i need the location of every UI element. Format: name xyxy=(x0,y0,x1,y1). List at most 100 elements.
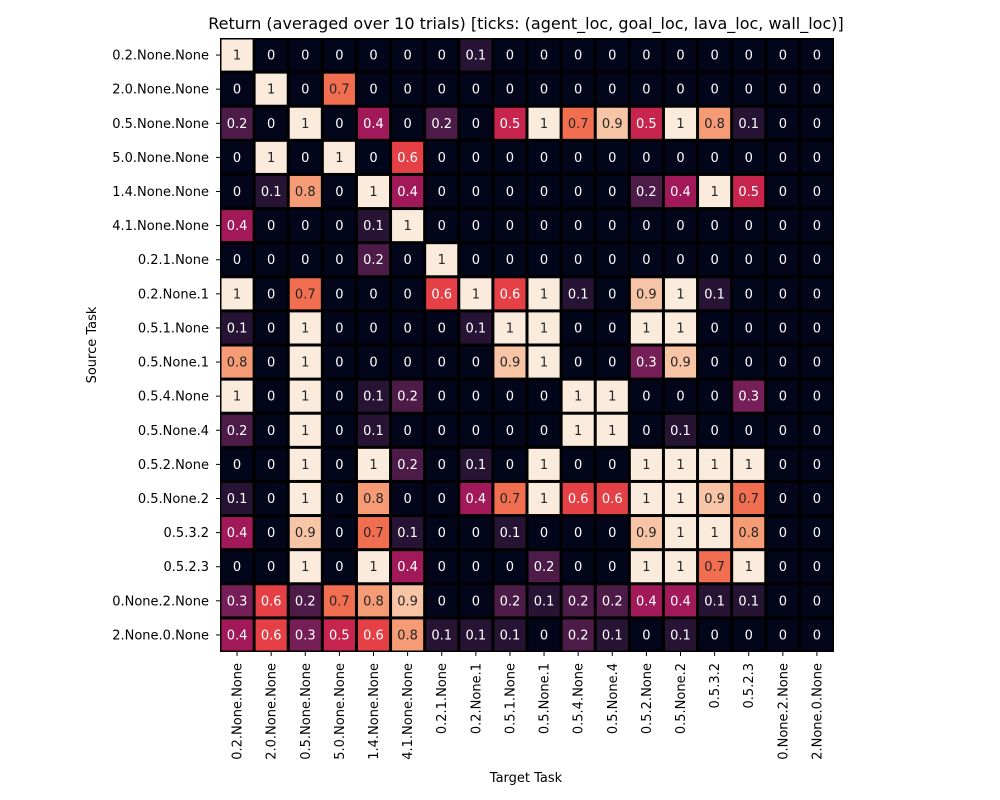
heatmap-cell xyxy=(733,141,765,173)
y-axis-label: Source Task xyxy=(85,306,100,383)
heatmap-cell xyxy=(733,39,765,71)
heatmap-cell xyxy=(357,278,390,310)
heatmap-cell xyxy=(733,244,765,276)
heatmap-cell xyxy=(426,278,458,310)
heatmap-cell xyxy=(255,380,287,412)
cell-value-label: 0.7 xyxy=(363,526,384,541)
cell-value-label: 0.2 xyxy=(568,594,589,609)
cell-value-label: 0.2 xyxy=(397,390,418,405)
heatmap-cell xyxy=(255,346,287,378)
heatmap-cell xyxy=(630,175,662,208)
cell-value-label: 0 xyxy=(779,117,787,132)
y-tick-label: 0.5.None.4 xyxy=(138,424,209,439)
cell-value-label: 0.4 xyxy=(227,628,248,643)
heatmap-cell xyxy=(392,210,424,242)
heatmap-cell xyxy=(630,517,662,549)
cell-value-label: 0.2 xyxy=(636,185,657,200)
heatmap-cell xyxy=(426,312,458,344)
cell-value-label: 0 xyxy=(608,253,616,268)
heatmap-annotations: 1 0 0 0 0 0 0 0.1 0 0 0 0 0 0 0 0 0 0 0 1 0 0.7 0 0 0 0 0 0 0 0 0 0 0 0 0 0… xyxy=(227,49,821,644)
cell-value-label: 0 xyxy=(676,253,684,268)
cell-value-label: 0 xyxy=(779,287,787,302)
cell-value-label: 0.7 xyxy=(295,287,316,302)
cell-value-label: 1 xyxy=(642,458,650,473)
heatmap-cell xyxy=(699,585,731,617)
heatmap-cell xyxy=(323,141,355,173)
heatmap-cell xyxy=(289,210,321,242)
cell-value-label: 0 xyxy=(574,151,582,166)
cell-value-label: 0 xyxy=(335,526,343,541)
cell-value-label: 1 xyxy=(267,83,275,98)
heatmap-cell xyxy=(255,244,287,276)
heatmap-cell xyxy=(767,517,799,549)
cell-value-label: 0 xyxy=(335,492,343,507)
y-tick-label: 4.1.None.None xyxy=(112,219,209,234)
heatmap-cell xyxy=(426,414,458,446)
cell-value-label: 1 xyxy=(301,458,309,473)
cell-value-label: 0 xyxy=(608,560,616,575)
heatmap-cell xyxy=(664,141,697,173)
x-tick-label: 0.5.None.None xyxy=(299,663,314,760)
cell-value-label: 0.1 xyxy=(397,526,418,541)
cell-value-label: 1 xyxy=(642,492,650,507)
cell-value-label: 0.2 xyxy=(568,628,589,643)
heatmap-cell xyxy=(426,141,458,173)
heatmap-cell xyxy=(528,175,560,208)
heatmap-cell xyxy=(460,619,492,651)
cell-value-label: 0.9 xyxy=(295,526,316,541)
cell-value-label: 0 xyxy=(642,49,650,64)
heatmap-cell xyxy=(357,517,390,549)
heatmap-cell xyxy=(255,414,287,446)
heatmap-cell xyxy=(801,517,833,549)
heatmap-cell xyxy=(733,482,765,515)
cell-value-label: 0 xyxy=(403,253,411,268)
heatmap-cell xyxy=(460,175,492,208)
x-tick-label: 2.None.0.None xyxy=(810,663,825,760)
cell-value-label: 0 xyxy=(608,356,616,371)
cell-value-label: 0.2 xyxy=(534,560,555,575)
heatmap-cell xyxy=(289,414,321,446)
cell-value-label: 0 xyxy=(574,219,582,234)
x-tick-label: 0.2.None.1 xyxy=(469,663,484,734)
heatmap-cell xyxy=(733,619,765,651)
heatmap-cell xyxy=(528,551,560,583)
heatmap-cell xyxy=(392,517,424,549)
heatmap-cell xyxy=(528,448,560,480)
cell-value-label: 0 xyxy=(438,424,446,439)
heatmap-cell xyxy=(767,448,799,480)
cell-value-label: 0 xyxy=(267,390,275,405)
cell-value-label: 0 xyxy=(779,356,787,371)
heatmap-cell xyxy=(562,619,594,651)
cell-value-label: 0.9 xyxy=(500,356,521,371)
cell-value-label: 1 xyxy=(540,458,548,473)
cell-value-label: 0 xyxy=(608,219,616,234)
heatmap-cell xyxy=(528,244,560,276)
cell-value-label: 0.2 xyxy=(602,594,623,609)
cell-value-label: 0.2 xyxy=(227,117,248,132)
heatmap-cell xyxy=(801,585,833,617)
cell-value-label: 0 xyxy=(710,151,718,166)
heatmap-cell xyxy=(528,482,560,515)
cell-value-label: 0.9 xyxy=(704,492,725,507)
cell-value-label: 0 xyxy=(267,424,275,439)
cell-value-label: 1 xyxy=(574,424,582,439)
heatmap-cell xyxy=(255,551,287,583)
heatmap-cell xyxy=(221,517,253,549)
heatmap-cell xyxy=(562,517,594,549)
cell-value-label: 0 xyxy=(472,151,480,166)
heatmap-cell xyxy=(596,141,628,173)
cell-value-label: 0 xyxy=(745,424,753,439)
heatmap-cell xyxy=(323,619,355,651)
cell-value-label: 0 xyxy=(438,49,446,64)
x-tick-label: 0.None.2.None xyxy=(776,663,791,760)
heatmap-cell xyxy=(630,482,662,515)
heatmap-cell xyxy=(494,210,526,242)
cell-value-label: 0 xyxy=(301,219,309,234)
cell-value-label: 0.6 xyxy=(363,628,384,643)
cell-value-label: 0 xyxy=(676,151,684,166)
cell-value-label: 0.4 xyxy=(227,219,248,234)
cell-value-label: 0 xyxy=(813,49,821,64)
cell-value-label: 1 xyxy=(676,287,684,302)
cell-value-label: 0 xyxy=(779,151,787,166)
cell-value-label: 0 xyxy=(438,458,446,473)
